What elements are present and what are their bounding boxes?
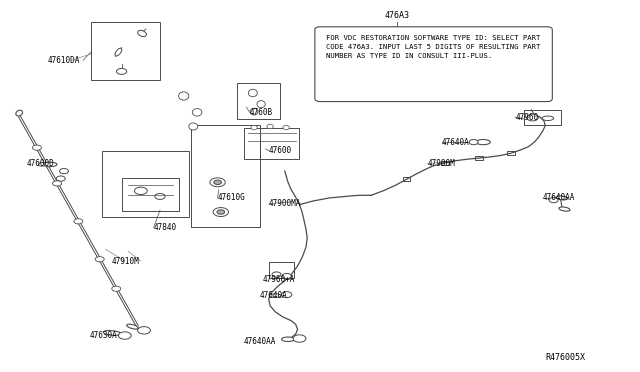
Ellipse shape xyxy=(251,125,257,130)
Text: 47640A: 47640A xyxy=(442,138,469,147)
Circle shape xyxy=(95,257,104,262)
Ellipse shape xyxy=(189,123,198,130)
Ellipse shape xyxy=(267,124,273,129)
Circle shape xyxy=(116,68,127,74)
Circle shape xyxy=(52,181,61,186)
Text: 47900M: 47900M xyxy=(428,159,455,168)
Text: 47960+A: 47960+A xyxy=(262,275,295,284)
Circle shape xyxy=(138,327,150,334)
Circle shape xyxy=(213,208,228,217)
Text: 47600D: 47600D xyxy=(27,159,54,168)
Bar xyxy=(102,151,189,217)
Circle shape xyxy=(60,169,68,174)
Circle shape xyxy=(33,145,42,150)
Ellipse shape xyxy=(192,109,202,116)
Text: 47640A: 47640A xyxy=(259,291,287,300)
Ellipse shape xyxy=(250,108,258,115)
FancyBboxPatch shape xyxy=(315,27,552,102)
Bar xyxy=(403,177,410,181)
Circle shape xyxy=(214,180,221,185)
Circle shape xyxy=(210,178,225,187)
Ellipse shape xyxy=(43,162,57,167)
Bar xyxy=(524,110,561,125)
Text: 4760B: 4760B xyxy=(250,108,273,117)
Circle shape xyxy=(282,273,291,279)
Text: 47630A: 47630A xyxy=(90,331,117,340)
Text: R476005X: R476005X xyxy=(545,353,585,362)
Ellipse shape xyxy=(248,89,257,97)
Ellipse shape xyxy=(556,196,568,200)
Circle shape xyxy=(549,198,558,203)
Ellipse shape xyxy=(127,324,138,329)
Text: 47960: 47960 xyxy=(515,113,538,122)
Ellipse shape xyxy=(476,140,490,145)
Text: 47900MA: 47900MA xyxy=(269,199,301,208)
Ellipse shape xyxy=(542,116,554,121)
Bar xyxy=(237,83,280,119)
Bar xyxy=(441,161,449,165)
Circle shape xyxy=(272,272,281,277)
Circle shape xyxy=(282,292,292,298)
Circle shape xyxy=(527,114,538,121)
Ellipse shape xyxy=(269,294,281,298)
Ellipse shape xyxy=(282,337,294,341)
Circle shape xyxy=(112,286,121,291)
Bar xyxy=(269,262,294,278)
Bar xyxy=(91,22,160,80)
Text: 476A3: 476A3 xyxy=(384,12,410,20)
Bar xyxy=(244,128,299,159)
Bar xyxy=(122,178,179,211)
Text: 47600: 47600 xyxy=(269,146,292,155)
Circle shape xyxy=(293,335,306,342)
Bar xyxy=(475,156,483,160)
Circle shape xyxy=(56,176,65,181)
Text: 47610G: 47610G xyxy=(218,193,245,202)
Text: 47910M: 47910M xyxy=(112,257,140,266)
Ellipse shape xyxy=(179,92,189,100)
Ellipse shape xyxy=(559,207,570,211)
Ellipse shape xyxy=(283,125,289,130)
Circle shape xyxy=(118,332,131,339)
Text: 47610DA: 47610DA xyxy=(48,56,81,65)
Ellipse shape xyxy=(16,110,22,116)
Text: 47640AA: 47640AA xyxy=(543,193,575,202)
Ellipse shape xyxy=(115,48,122,56)
Circle shape xyxy=(74,219,83,224)
Text: 47640AA: 47640AA xyxy=(243,337,276,346)
Bar xyxy=(191,125,260,227)
Text: FOR VDC RESTORATION SOFTWARE TYPE ID: SELECT PART
CODE 476A3. INPUT LAST 5 DIGIT: FOR VDC RESTORATION SOFTWARE TYPE ID: SE… xyxy=(326,35,541,60)
Ellipse shape xyxy=(257,101,266,108)
Circle shape xyxy=(469,140,478,145)
Circle shape xyxy=(217,210,225,214)
Bar xyxy=(507,151,515,155)
Ellipse shape xyxy=(103,331,121,335)
Ellipse shape xyxy=(138,31,147,36)
Ellipse shape xyxy=(38,163,45,166)
Text: 47840: 47840 xyxy=(154,223,177,232)
